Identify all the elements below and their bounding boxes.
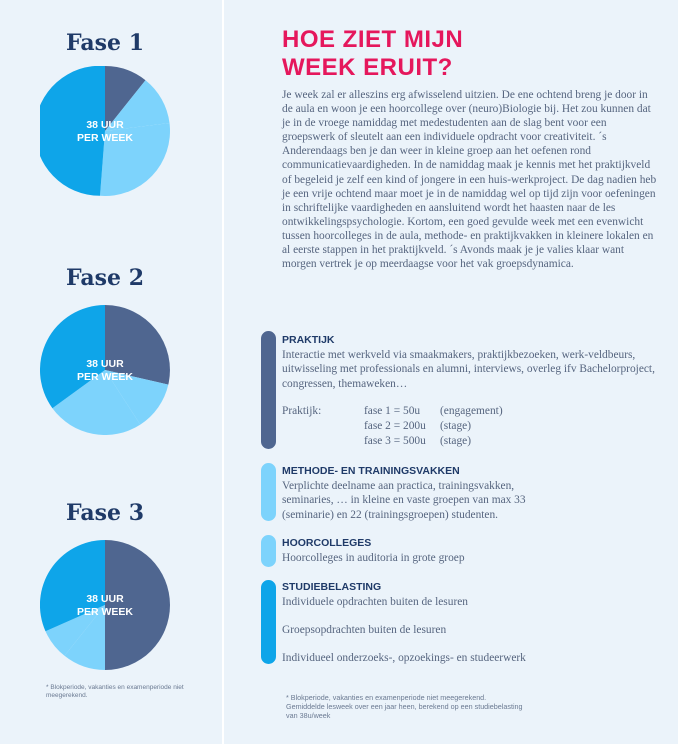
- fase-3-label-week: PER WEEK: [77, 606, 133, 618]
- praktijk-bar: [261, 331, 276, 449]
- page-title-line-2: WEEK ERUIT?: [282, 54, 453, 81]
- hoorcolleges-heading: HOORCOLLEGES: [282, 537, 372, 549]
- praktijk-row-2-fase: fase 2 = 200u: [364, 420, 426, 432]
- fase-3-slice-studiebelasting: [40, 540, 105, 632]
- footnote: * Blokperiode, vakanties en examenperiod…: [286, 693, 523, 720]
- praktijk-row-3-note: (stage): [440, 435, 471, 447]
- column-divider: [222, 0, 224, 744]
- fase-1-slice-studiebelasting: [40, 66, 105, 196]
- studiebelasting-item-3: Individueel onderzoeks-, opzoekings- en …: [282, 652, 526, 664]
- fase-3-pie: 38 UUR PER WEEK: [40, 540, 170, 670]
- fase-2-slice-studiebelasting: [40, 305, 105, 409]
- fase-2-slice-hoorcolleges: [52, 370, 141, 435]
- praktijk-heading: PRAKTIJK: [282, 334, 335, 346]
- fase-2-label-hours: 38 UUR: [86, 358, 124, 370]
- hoorcolleges-bar: [261, 535, 276, 567]
- studiebelasting-bar: [261, 580, 276, 664]
- fase-1-label-week: PER WEEK: [77, 132, 133, 144]
- fase-1-slice-hoorcolleges: [100, 123, 170, 196]
- fase-1-slice-praktijk: [105, 66, 146, 131]
- methode-bar: [261, 463, 276, 521]
- fase-3-title: Fase 3: [65, 500, 145, 526]
- fase-2-title: Fase 2: [65, 265, 145, 291]
- fase-3-slice-praktijk: [105, 540, 170, 670]
- praktijk-text: Interactie met werkveld via smaakmakers,…: [282, 349, 655, 390]
- fase-2-slice-praktijk: [105, 305, 170, 385]
- fase-1-label-hours: 38 UUR: [86, 119, 124, 131]
- methode-text: Verplichte deelname aan practica, traini…: [282, 480, 526, 521]
- fase-2-pie: 38 UUR PER WEEK: [40, 305, 170, 435]
- fase-2-label-week: PER WEEK: [77, 371, 133, 383]
- page-title-line-1: HOE ZIET MIJN: [282, 26, 464, 53]
- methode-heading: METHODE- EN TRAININGSVAKKEN: [282, 465, 460, 477]
- fase-2-slice-methode: [105, 370, 169, 425]
- studiebelasting-heading: STUDIEBELASTING: [282, 581, 382, 593]
- page-title: HOE ZIET MIJN WEEK ERUIT?: [282, 26, 463, 82]
- fase-3-slice-hoorcolleges: [45, 605, 105, 656]
- intro-paragraph: Je week zal er alleszins erg afwisselend…: [282, 89, 657, 271]
- fase-1-slice-methode: [105, 80, 170, 131]
- praktijk-row-3-fase: fase 3 = 500u: [364, 435, 426, 447]
- fase-1-pie: 38 UUR PER WEEK: [40, 66, 170, 196]
- praktijk-row-1-fase: fase 1 = 50u: [364, 405, 421, 417]
- fase-3-slice-methode: [64, 605, 105, 670]
- left-footnote: * Blokperiode, vakanties en examenperiod…: [46, 684, 184, 699]
- studiebelasting-item-1: Individuele opdrachten buiten de lesuren: [282, 596, 468, 608]
- praktijk-label: Praktijk:: [282, 405, 322, 417]
- hoorcolleges-text: Hoorcolleges in auditoria in grote groep: [282, 552, 465, 564]
- studiebelasting-item-2: Groepsopdrachten buiten de lesuren: [282, 624, 447, 636]
- praktijk-row-1-note: (engagement): [440, 405, 503, 417]
- fase-1-title: Fase 1: [65, 30, 145, 56]
- fase-3-label-hours: 38 UUR: [86, 593, 124, 605]
- praktijk-row-2-note: (stage): [440, 420, 471, 432]
